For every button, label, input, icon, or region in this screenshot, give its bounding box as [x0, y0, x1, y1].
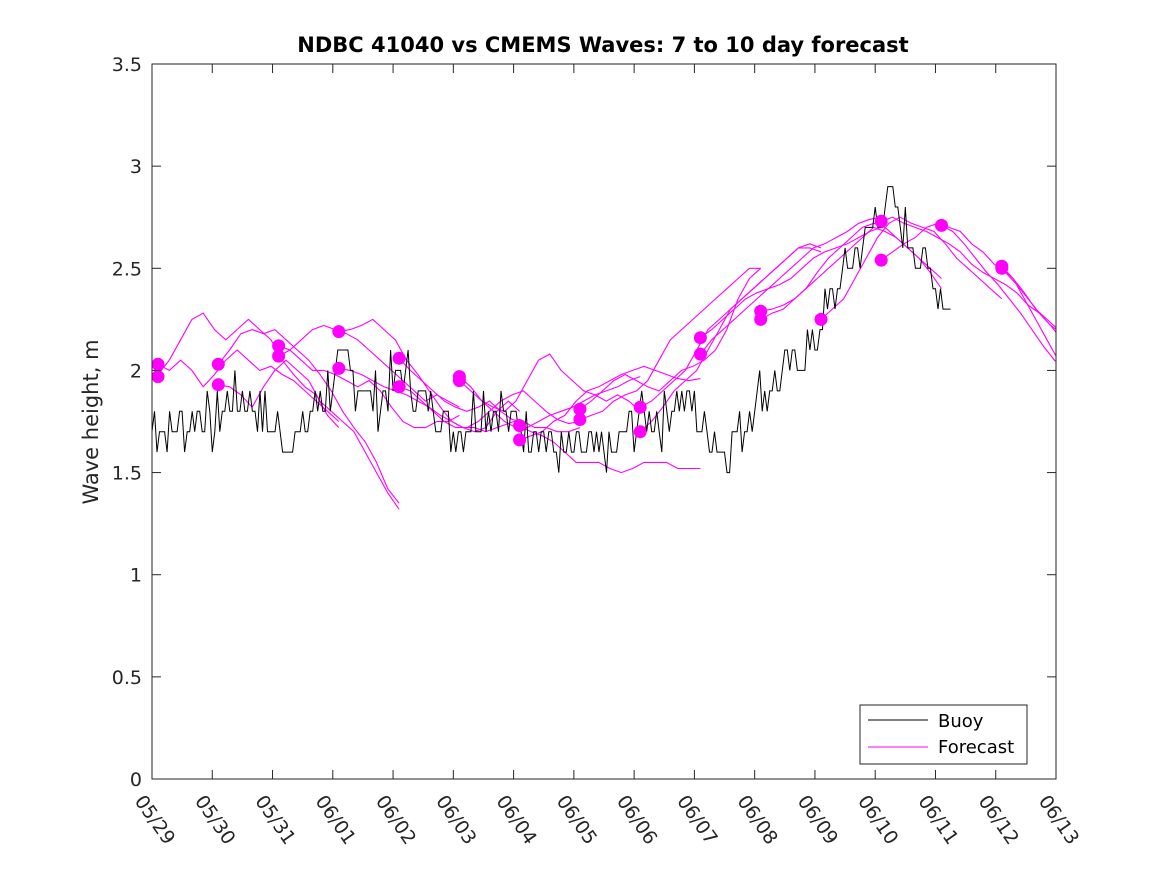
- forecast-marker: [935, 218, 948, 232]
- x-tick-label: 06/04: [492, 791, 541, 848]
- forecast-marker: [452, 374, 466, 388]
- forecast-marker: [272, 349, 286, 363]
- forecast-line: [881, 216, 1056, 331]
- x-tick-label: 06/06: [612, 791, 661, 848]
- forecast-marker: [272, 339, 286, 353]
- forecast-line: [1001, 267, 1056, 329]
- forecast-line: [459, 376, 641, 429]
- forecast-marker: [633, 425, 647, 439]
- forecast-marker: [151, 357, 165, 371]
- y-axis-label: Wave height, m: [79, 339, 103, 504]
- forecast-line: [218, 359, 400, 510]
- forecast-line: [398, 386, 580, 429]
- forecast-line: [820, 216, 1003, 320]
- forecast-line: [700, 226, 882, 339]
- legend: Buoy Forecast: [859, 704, 1028, 765]
- forecast-marker: [874, 253, 888, 267]
- y-tick-label: 3.5: [112, 54, 142, 76]
- forecast-marker: [814, 312, 828, 326]
- x-tick-label: 06/13: [1034, 791, 1083, 848]
- forecast-line: [760, 226, 942, 312]
- x-tick-label: 06/08: [733, 791, 782, 848]
- y-axis: 0 0.5 1 1.5 2 2.5 3 3.5: [112, 54, 1056, 791]
- y-tick-label: 3: [130, 156, 142, 178]
- forecast-line: [760, 222, 942, 320]
- x-tick-label: 06/11: [913, 791, 962, 848]
- x-tick-label: 05/29: [130, 791, 179, 848]
- x-tick-label: 05/31: [250, 791, 299, 848]
- x-tick-label: 06/07: [672, 791, 721, 848]
- forecast-marker: [151, 370, 165, 384]
- chart-title: NDBC 41040 vs CMEMS Waves: 7 to 10 day f…: [297, 33, 908, 57]
- x-tick-label: 06/03: [431, 791, 480, 848]
- y-tick-label: 0: [130, 769, 142, 791]
- series-layer: [152, 186, 1056, 510]
- forecast-marker: [392, 351, 406, 365]
- forecast-line: [941, 224, 1056, 363]
- forecast-marker: [874, 214, 888, 228]
- forecast-line: [639, 243, 822, 433]
- forecast-line: [519, 425, 701, 474]
- forecast-line: [519, 365, 701, 441]
- forecast-marker: [513, 419, 527, 433]
- forecast-line: [157, 349, 340, 422]
- forecast-marker: [693, 331, 707, 345]
- x-tick-label: 06/05: [552, 791, 601, 848]
- forecast-line: [1001, 265, 1056, 358]
- x-tick-label: 06/10: [853, 791, 902, 848]
- x-tick-label: 06/02: [371, 791, 420, 848]
- forecast-marker: [573, 402, 587, 416]
- forecast-marker: [211, 357, 225, 371]
- legend-forecast-label: Forecast: [938, 737, 1014, 758]
- forecast-marker: [513, 433, 527, 447]
- forecast-line: [278, 345, 460, 429]
- forecast-marker: [754, 312, 768, 326]
- x-tick-label: 06/01: [311, 791, 360, 848]
- x-tick-label: 05/30: [190, 791, 239, 848]
- x-tick-label: 06/09: [793, 791, 842, 848]
- forecast-marker: [693, 347, 707, 361]
- y-tick-label: 1: [130, 565, 142, 587]
- forecast-line: [699, 216, 882, 355]
- forecast-line: [398, 357, 581, 433]
- forecast-line: [459, 353, 641, 412]
- legend-buoy-label: Buoy: [938, 711, 984, 732]
- legend-box: [859, 704, 1028, 765]
- x-tick-label: 06/12: [974, 791, 1023, 848]
- forecast-line: [579, 267, 761, 421]
- plot-frame: [151, 63, 1057, 780]
- forecast-line: [579, 267, 762, 410]
- forecast-line: [338, 318, 520, 433]
- forecast-marker: [332, 361, 346, 375]
- forecast-marker: [995, 259, 1009, 273]
- forecast-marker: [332, 325, 346, 339]
- forecast-marker: [633, 400, 647, 414]
- forecast-marker: [573, 413, 587, 426]
- y-tick-label: 2.5: [112, 258, 142, 280]
- y-tick-label: 1.5: [112, 463, 142, 485]
- forecast-line: [157, 312, 340, 428]
- marker-layer: [151, 214, 1009, 447]
- forecast-line: [880, 222, 1056, 334]
- buoy-line: [152, 186, 951, 474]
- forecast-marker: [392, 380, 406, 394]
- forecast-marker: [211, 378, 225, 392]
- y-tick-label: 0.5: [112, 667, 142, 689]
- y-tick-label: 2: [130, 360, 142, 382]
- forecast-line: [217, 328, 400, 504]
